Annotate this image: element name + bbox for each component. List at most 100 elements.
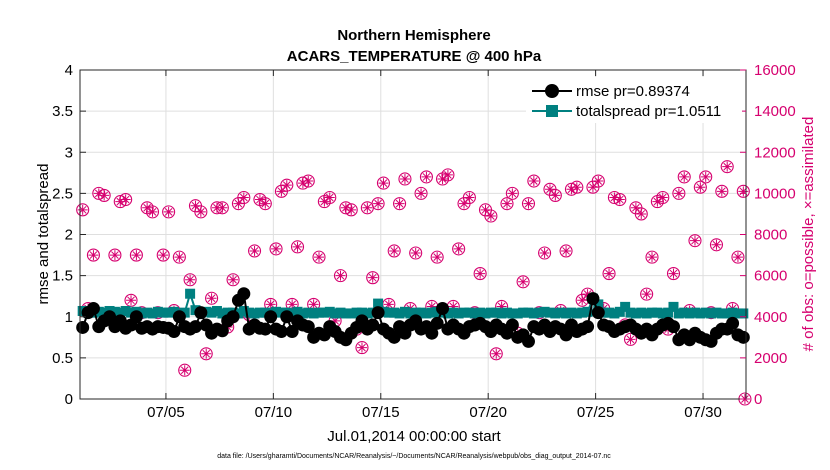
rmse-point	[387, 330, 401, 344]
obs-possible-point	[607, 190, 621, 205]
totalspread-layer	[77, 288, 749, 319]
totalspread-point	[475, 307, 486, 318]
obs-assimilated-star	[77, 204, 88, 215]
obs-assimilated-star	[528, 176, 539, 187]
obs-assimilated-point	[480, 204, 491, 215]
obs-assimilated-point	[491, 348, 502, 359]
obs-assimilated-point	[109, 250, 120, 261]
obs-assimilated-star	[480, 204, 491, 215]
obs-assimilated-star	[426, 301, 437, 312]
obs-assimilated-star	[271, 243, 282, 254]
obs-possible-point	[398, 172, 412, 186]
totalspread-point	[727, 307, 738, 318]
totalspread-point	[539, 306, 550, 317]
obs-possible-point	[699, 170, 713, 184]
totalspread-point	[303, 307, 314, 318]
obs-assimilated-star	[614, 194, 625, 205]
totalspread-point	[544, 307, 555, 318]
totalspread-point	[657, 308, 668, 319]
rmse-point	[505, 318, 519, 332]
obs-assimilated-point	[716, 186, 727, 197]
y-left-tick-label: 0	[65, 391, 73, 408]
obs-possible-point	[473, 267, 487, 281]
obs-assimilated-star	[491, 348, 502, 359]
obs-assimilated-point	[485, 210, 496, 221]
obs-assimilated-star	[335, 270, 346, 281]
obs-assimilated-star	[206, 293, 217, 304]
obs-possible-point	[452, 242, 466, 256]
obs-assimilated-star	[324, 192, 335, 203]
y-left-tick-label: 2.5	[52, 185, 73, 202]
y-right-tick-label: 6000	[754, 268, 787, 285]
obs-assimilated-star	[356, 342, 367, 353]
totalspread-point	[566, 307, 577, 318]
obs-assimilated-point	[636, 208, 647, 219]
totalspread-point	[550, 308, 561, 319]
totalspread-point	[641, 308, 652, 319]
rmse-point	[366, 318, 380, 332]
obs-assimilated-point	[459, 198, 470, 209]
obs-assimilated-star	[657, 192, 668, 203]
totalspread-point	[179, 307, 190, 318]
obs-assimilated-point	[518, 276, 529, 287]
rmse-point	[430, 316, 444, 330]
obs-assimilated-point	[93, 188, 104, 199]
obs-assimilated-star	[587, 182, 598, 193]
obs-assimilated-star	[550, 190, 561, 201]
totalspread-point	[507, 308, 518, 319]
totalspread-point	[738, 308, 749, 319]
totalspread-point	[373, 298, 384, 309]
obs-assimilated-star	[732, 252, 743, 263]
obs-possible-point	[731, 250, 745, 264]
obs-possible-point	[591, 174, 605, 188]
obs-assimilated-point	[732, 252, 743, 263]
obs-assimilated-point	[410, 248, 421, 259]
totalspread-point	[142, 307, 153, 318]
obs-possible-point	[199, 347, 213, 361]
totalspread-point	[249, 308, 260, 319]
obs-assimilated-point	[604, 268, 615, 279]
obs-assimilated-star	[319, 196, 330, 207]
obs-possible-point	[183, 273, 197, 287]
obs-assimilated-star	[625, 334, 636, 345]
obs-assimilated-star	[174, 252, 185, 263]
obs-assimilated-star	[179, 365, 190, 376]
obs-assimilated-point	[426, 301, 437, 312]
obs-assimilated-star	[507, 188, 518, 199]
obs-assimilated-star	[314, 252, 325, 263]
rmse-point	[586, 292, 600, 306]
obs-assimilated-star	[518, 276, 529, 287]
y-right-tick-label: 4000	[754, 309, 787, 326]
rmse-point	[425, 326, 439, 340]
obs-assimilated-point	[501, 198, 512, 209]
obs-possible-point	[677, 170, 691, 184]
obs-assimilated-star	[373, 198, 384, 209]
obs-assimilated-star	[389, 245, 400, 256]
obs-assimilated-point	[523, 198, 534, 209]
totalspread-point	[459, 307, 470, 318]
rmse-point	[280, 310, 294, 324]
obs-assimilated-star	[523, 198, 534, 209]
obs-possible-point	[226, 273, 240, 287]
obs-assimilated-point	[238, 192, 249, 203]
obs-possible-point	[387, 244, 401, 258]
obs-assimilated-star	[399, 173, 410, 184]
totalspread-point	[534, 307, 545, 318]
y-axis-label-right: # of obs: o=possible, ×=assimilated	[800, 117, 817, 352]
totalspread-point	[501, 307, 512, 318]
totalspread-point	[238, 305, 249, 316]
totalspread-point	[625, 307, 636, 318]
obs-assimilated-star	[109, 250, 120, 261]
totalspread-point	[614, 306, 625, 317]
obs-assimilated-point	[571, 182, 582, 193]
obs-possible-point	[269, 242, 283, 256]
rmse-point	[86, 302, 100, 316]
totalspread-point	[609, 308, 620, 319]
obs-possible-point	[344, 203, 358, 217]
obs-possible-point	[693, 180, 707, 194]
obs-assimilated-point	[421, 171, 432, 182]
obs-assimilated-point	[507, 188, 518, 199]
rmse-point	[264, 310, 278, 324]
obs-assimilated-star	[228, 274, 239, 285]
obs-assimilated-star	[421, 171, 432, 182]
